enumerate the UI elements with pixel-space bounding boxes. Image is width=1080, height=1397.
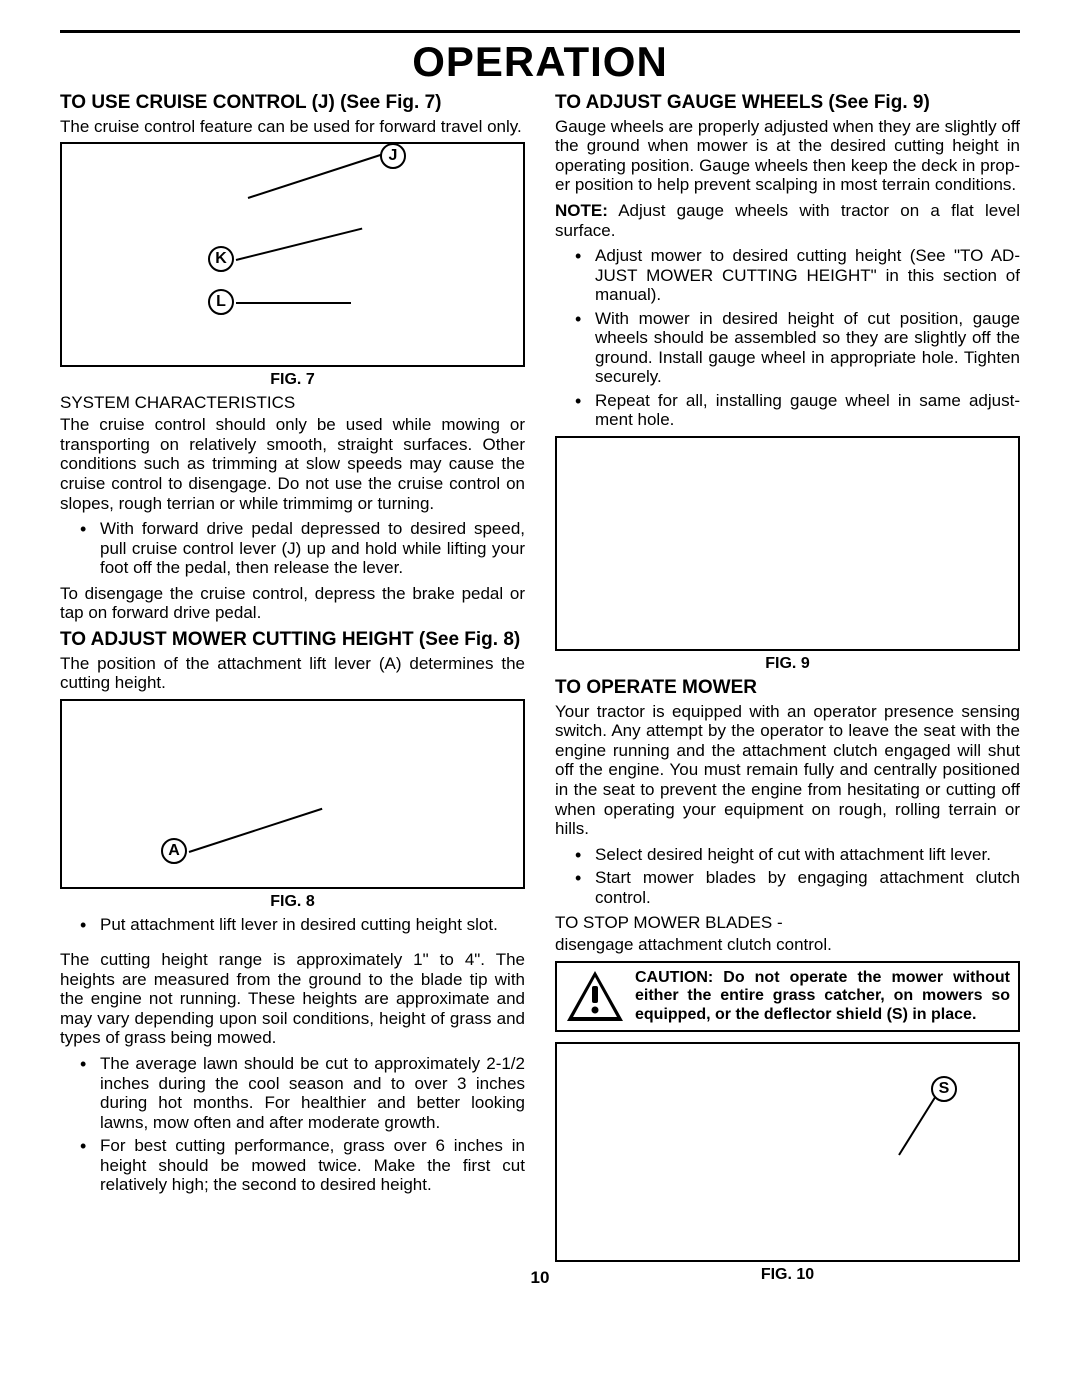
list-cruise-engage: With forward drive pedal depressed to de…	[60, 519, 525, 578]
two-column-layout: TO USE CRUISE CONTROL (J) (See Fig. 7) T…	[60, 92, 1020, 1288]
right-column: TO ADJUST GAUGE WHEELS (See Fig. 9) Gaug…	[555, 92, 1020, 1288]
list-item: For best cutting performance, grass over…	[60, 1136, 525, 1195]
top-rule	[60, 30, 1020, 33]
leader-j	[248, 154, 382, 199]
left-column: TO USE CRUISE CONTROL (J) (See Fig. 7) T…	[60, 92, 525, 1288]
note-body: Adjust gauge wheels with tractor on a fl…	[555, 201, 1020, 240]
leader-a	[189, 807, 323, 852]
list-item: Put attachment lift lever in desired cut…	[60, 915, 525, 935]
text-stop-blades: disengage attachment clutch control.	[555, 935, 1020, 955]
text-disengage: To disengage the cruise control, depress…	[60, 584, 525, 623]
label-l: L	[208, 289, 234, 315]
label-k: K	[208, 246, 234, 272]
figure-9	[555, 436, 1020, 651]
label-j: J	[380, 143, 406, 169]
list-item: The average lawn should be cut to approx…	[60, 1054, 525, 1132]
warning-icon	[565, 969, 625, 1024]
text-presence-switch: Your tractor is equipped with an operato…	[555, 702, 1020, 839]
list-operate-steps: Select desired height of cut with attach…	[555, 845, 1020, 908]
list-put-lever: Put attachment lift lever in desired cut…	[60, 915, 525, 935]
caution-box: CAUTION: Do not operate the mower withou…	[555, 961, 1020, 1032]
note-label: NOTE:	[555, 201, 608, 220]
leader-l	[236, 302, 351, 304]
heading-gauge-wheels: TO ADJUST GAUGE WHEELS (See Fig. 9)	[555, 92, 1020, 115]
label-a: A	[161, 838, 187, 864]
subhead-stop-blades: TO STOP MOWER BLADES -	[555, 913, 1020, 933]
caution-text: CAUTION: Do not operate the mower withou…	[635, 969, 1010, 1024]
text-height-range: The cutting height range is approximatel…	[60, 950, 525, 1048]
list-cutting-tips: The average lawn should be cut to approx…	[60, 1054, 525, 1195]
text-gauge-intro: Gauge wheels are properly adjusted when …	[555, 117, 1020, 195]
text-note: NOTE: Adjust gauge wheels with tractor o…	[555, 201, 1020, 240]
heading-cutting-height: TO ADJUST MOWER CUTTING HEIGHT (See Fig.…	[60, 629, 525, 652]
list-item: Select desired height of cut with attach…	[555, 845, 1020, 865]
figure-8: A	[60, 699, 525, 889]
list-item: Adjust mower to desired cutting height (…	[555, 246, 1020, 305]
list-gauge-steps: Adjust mower to desired cutting height (…	[555, 246, 1020, 430]
page-title: OPERATION	[60, 38, 1020, 86]
heading-operate-mower: TO OPERATE MOWER	[555, 677, 1020, 700]
subhead-system-characteristics: SYSTEM CHARACTERISTICS	[60, 393, 525, 413]
heading-cruise-control: TO USE CRUISE CONTROL (J) (See Fig. 7)	[60, 92, 525, 115]
figure-7: J K L	[60, 142, 525, 367]
list-item: With forward drive pedal depressed to de…	[60, 519, 525, 578]
label-s: S	[931, 1076, 957, 1102]
text-cruise-intro: The cruise control feature can be used f…	[60, 117, 525, 137]
figure-10: S	[555, 1042, 1020, 1262]
fig7-caption: FIG. 7	[60, 371, 525, 389]
fig8-caption: FIG. 8	[60, 893, 525, 911]
fig9-caption: FIG. 9	[555, 655, 1020, 673]
leader-k	[236, 228, 363, 261]
text-system-characteristics: The cruise control should only be used w…	[60, 415, 525, 513]
list-item: Repeat for all, installing gauge wheel i…	[555, 391, 1020, 430]
fig10-caption: FIG. 10	[555, 1266, 1020, 1284]
list-item: Start mower blades by engaging attachmen…	[555, 868, 1020, 907]
text-lift-lever: The position of the attachment lift leve…	[60, 654, 525, 693]
list-item: With mower in desired height of cut posi…	[555, 309, 1020, 387]
